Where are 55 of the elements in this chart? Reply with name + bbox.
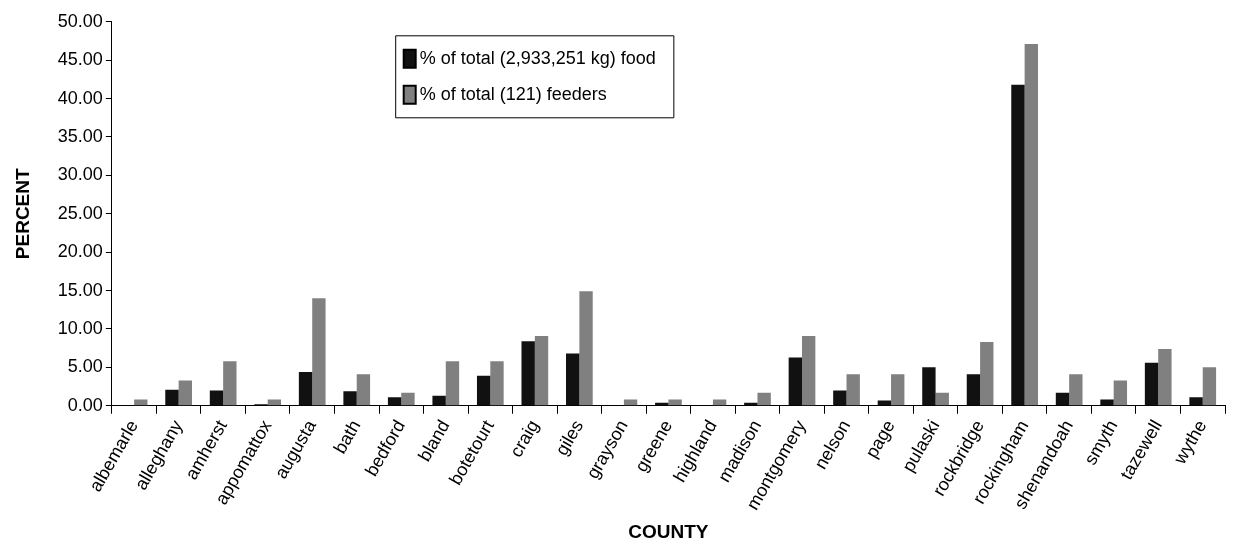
y-tick-label: 45.00 (57, 49, 103, 70)
bar (833, 390, 847, 406)
bar (579, 291, 593, 406)
bar (891, 374, 905, 406)
bar (788, 357, 802, 406)
legend-label: % of total (121) feeders (419, 83, 607, 104)
y-tick-label: 15.00 (57, 279, 103, 300)
bar (387, 397, 402, 406)
bar (534, 335, 549, 406)
bar (1055, 392, 1070, 406)
bar (223, 361, 237, 406)
bar (209, 390, 224, 406)
bar (846, 374, 860, 406)
bar (298, 371, 313, 406)
bar (1158, 348, 1172, 406)
y-tick-label: 35.00 (57, 125, 103, 146)
bar (922, 367, 936, 406)
bar (757, 392, 771, 406)
y-tick-label: 25.00 (57, 202, 103, 223)
y-tick-label: 5.00 (67, 356, 103, 377)
y-tick-label: 20.00 (57, 241, 103, 262)
bar (966, 374, 981, 406)
bar (165, 389, 179, 406)
bar (566, 353, 580, 406)
bar (802, 335, 816, 406)
bar (343, 391, 357, 406)
y-tick-label: 10.00 (57, 317, 103, 338)
bar (476, 375, 491, 406)
bar (312, 298, 326, 406)
bar (521, 341, 535, 406)
bar (1144, 362, 1159, 406)
bar (1011, 84, 1025, 406)
bar (178, 380, 192, 406)
bar (935, 392, 949, 406)
bar (490, 361, 504, 406)
bar (1069, 374, 1083, 406)
bar (1024, 44, 1038, 406)
bar (980, 342, 994, 406)
bar (432, 395, 446, 406)
bar (1202, 367, 1217, 406)
bar (1113, 380, 1128, 406)
y-tick-label: 50.00 (57, 10, 103, 31)
bar (445, 361, 460, 406)
bar (356, 374, 371, 406)
bar (1189, 397, 1203, 406)
y-tick-label: 40.00 (57, 87, 103, 108)
bar (401, 392, 415, 406)
bar (877, 400, 892, 406)
x-axis-title: COUNTY (628, 520, 709, 542)
y-tick-label: 0.00 (67, 394, 103, 415)
y-tick-label: 30.00 (57, 164, 103, 185)
legend-label: % of total (2,933,251 kg) food (419, 47, 656, 68)
y-axis-title: PERCENT (11, 168, 33, 260)
bar (1100, 399, 1114, 406)
bar (668, 399, 682, 406)
